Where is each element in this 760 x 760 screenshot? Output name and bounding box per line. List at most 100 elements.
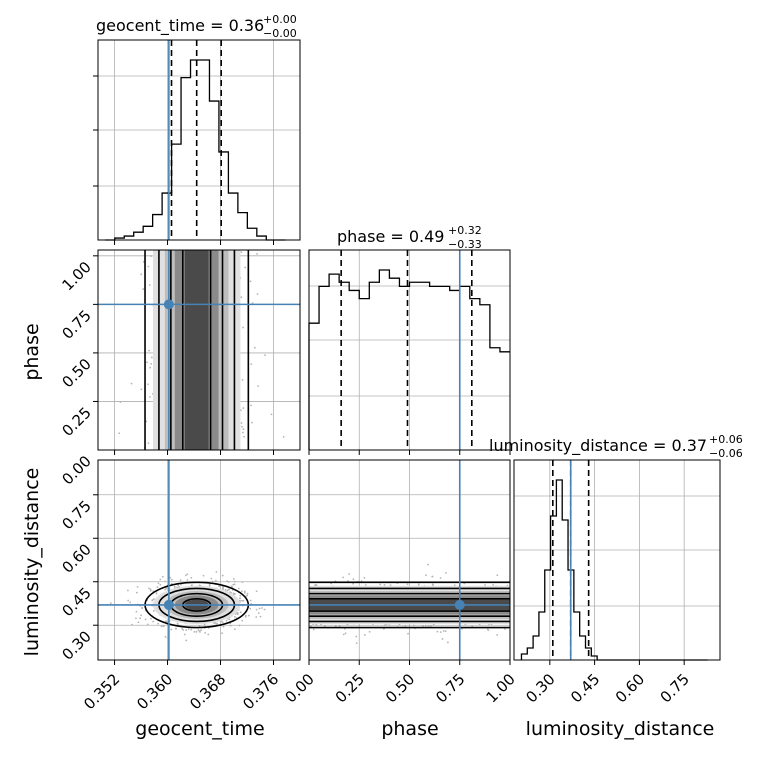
sample-point — [140, 388, 143, 391]
sample-point — [185, 629, 188, 631]
sample-point — [240, 251, 243, 254]
sample-point — [425, 574, 427, 577]
contour-0 — [309, 581, 510, 629]
sample-point — [146, 623, 149, 626]
sample-point — [147, 383, 150, 386]
sample-point — [215, 623, 218, 626]
sample-point — [237, 587, 240, 590]
sample-point — [250, 363, 253, 366]
sample-point — [140, 614, 142, 617]
sample-point — [441, 638, 444, 640]
xtick-label-phase-vs-luminosity_distance-4: 1.00 — [482, 670, 518, 706]
sample-point — [257, 612, 260, 615]
sample-point — [214, 579, 217, 582]
sample-point — [139, 617, 141, 620]
sample-point — [347, 580, 349, 582]
ytick-label-geocent_time-vs-luminosity_distance-1: 0.45 — [58, 584, 94, 620]
sample-point — [352, 578, 355, 581]
sample-point — [363, 577, 366, 579]
sample-point — [203, 623, 206, 626]
sample-point — [176, 623, 179, 626]
sample-point — [439, 631, 442, 634]
sample-point — [363, 634, 366, 636]
sample-point — [197, 629, 200, 632]
sample-point — [147, 265, 150, 268]
sample-point — [240, 296, 243, 299]
sample-point — [484, 584, 486, 586]
sample-point — [427, 624, 430, 627]
sample-point — [241, 379, 244, 381]
sample-point — [338, 625, 341, 627]
sample-point — [198, 625, 201, 627]
sample-point — [159, 578, 162, 581]
sample-point — [137, 621, 140, 624]
sample-point — [193, 630, 196, 633]
sample-point — [249, 607, 252, 610]
ylabel-phase: phase — [21, 323, 43, 380]
sample-point — [442, 630, 445, 632]
diag-frame-geocent_time — [97, 39, 301, 241]
sample-point — [119, 401, 122, 403]
sample-point — [352, 582, 355, 585]
sample-point — [150, 255, 153, 257]
sample-point — [141, 607, 143, 610]
sample-point — [383, 624, 386, 627]
sample-point — [109, 602, 112, 605]
title-phase-plus: +0.32 — [448, 224, 482, 237]
sample-point — [343, 627, 346, 630]
contour-3 — [181, 250, 212, 450]
histogram-luminosity_distance — [520, 479, 708, 661]
contour-2 — [170, 250, 224, 450]
sample-point — [186, 579, 189, 581]
sample-point — [148, 349, 150, 352]
sample-point — [150, 362, 153, 365]
sample-point — [270, 413, 273, 416]
sample-point — [184, 574, 187, 577]
sample-point — [314, 583, 317, 586]
sample-point — [200, 629, 203, 632]
sample-point — [149, 366, 152, 369]
sample-point — [348, 573, 351, 575]
sample-point — [221, 632, 223, 635]
sample-point — [150, 617, 152, 620]
histogram-phase — [308, 269, 510, 450]
contour-3 — [309, 598, 510, 612]
title-geocent-time-minus: −0.00 — [263, 27, 297, 40]
sample-point — [149, 588, 152, 591]
sample-point — [148, 587, 150, 590]
sample-point — [239, 409, 242, 412]
xtick-label-luminosity_distance-0: 0.30 — [522, 670, 558, 706]
sample-point — [157, 582, 160, 585]
sample-point — [131, 623, 133, 626]
sample-point — [379, 583, 382, 586]
sample-point — [241, 599, 243, 602]
sample-point — [232, 583, 235, 586]
xtick-label-luminosity_distance-2: 0.60 — [612, 670, 648, 706]
sample-point — [243, 590, 246, 593]
sample-point — [258, 607, 261, 610]
ytick-label-geocent_time-vs-phase-2: 0.75 — [58, 306, 94, 342]
truth-marker-geocent_time-vs-luminosity_distance — [163, 599, 174, 610]
sample-point — [225, 619, 228, 622]
sample-point — [233, 580, 236, 583]
sample-point — [190, 628, 193, 631]
sample-point — [229, 624, 232, 627]
sample-point — [257, 385, 260, 387]
sample-point — [147, 442, 150, 445]
sample-point — [412, 624, 415, 627]
sample-point — [244, 615, 247, 618]
sample-point — [242, 431, 244, 434]
sample-point — [221, 587, 224, 590]
sample-point — [429, 624, 432, 627]
sample-point — [152, 620, 155, 623]
sample-point — [417, 583, 420, 586]
density-phase-vs-luminosity_distance — [309, 460, 510, 660]
sample-point — [383, 584, 386, 586]
title-phase: phase = 0.49 — [337, 227, 444, 246]
sample-point — [427, 563, 430, 566]
sample-point — [445, 572, 447, 574]
sample-point — [259, 615, 262, 618]
sample-point — [368, 630, 371, 633]
sample-point — [346, 623, 349, 626]
sample-point — [312, 628, 315, 631]
